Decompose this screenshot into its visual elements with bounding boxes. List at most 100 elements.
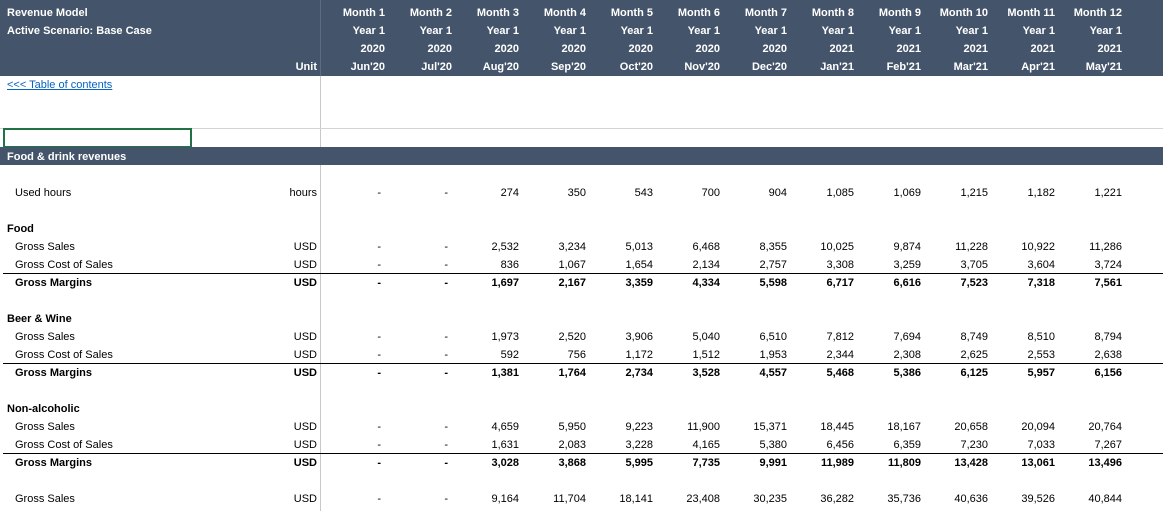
cell-value: 4,659: [491, 421, 519, 433]
cell-value: 11,704: [553, 493, 586, 505]
cell-value: 11,228: [955, 241, 988, 253]
cell-value: 3,906: [625, 331, 653, 343]
cell-value: -: [377, 187, 381, 199]
cell-value: 5,386: [893, 367, 921, 379]
cell-value: 18,167: [887, 421, 921, 433]
cell-value: 5,013: [625, 241, 653, 253]
row-label: Gross Cost of Sales: [15, 439, 113, 451]
month-header: Year 1: [553, 25, 586, 37]
cell-value: -: [377, 331, 381, 343]
cell-value: 4,165: [692, 439, 720, 451]
month-header: Month 12: [1073, 7, 1122, 19]
section-title: Food & drink revenues: [7, 151, 127, 163]
selected-cell: [3, 128, 192, 148]
month-header: Year 1: [888, 25, 921, 37]
row-unit: USD: [293, 331, 317, 343]
cell-value: -: [377, 241, 381, 253]
cell-value: 1,069: [893, 187, 921, 199]
month-header: Year 1: [687, 25, 720, 37]
cell-value: -: [377, 349, 381, 361]
cell-value: 2,734: [625, 367, 653, 379]
cell-value: 2,625: [960, 349, 988, 361]
month-header: 2021: [1097, 43, 1122, 55]
cell-value: 8,794: [1094, 331, 1122, 343]
cell-value: 20,658: [954, 421, 988, 433]
cell-value: 2,167: [558, 277, 586, 289]
toc-link[interactable]: <<< Table of contents: [7, 79, 113, 91]
row-label: Used hours: [15, 187, 72, 199]
cell-value: 9,223: [625, 421, 653, 433]
cell-value: 700: [701, 187, 720, 199]
cell-value: 1,215: [960, 187, 988, 199]
cell-value: 7,735: [692, 457, 720, 469]
cell-value: 2,134: [692, 259, 720, 271]
cell-value: 7,230: [960, 439, 988, 451]
month-header: Dec'20: [751, 61, 787, 73]
cell-value: -: [444, 421, 448, 433]
cell-value: -: [444, 367, 448, 379]
cell-value: 9,991: [759, 457, 787, 469]
month-header: Month 1: [342, 7, 385, 19]
month-header: 2020: [494, 43, 519, 55]
cell-value: -: [377, 457, 381, 469]
cell-value: 756: [567, 349, 586, 361]
row-unit: USD: [293, 349, 317, 361]
cell-value: 6,510: [759, 331, 787, 343]
cell-value: 6,125: [960, 367, 988, 379]
cell-value: -: [444, 457, 448, 469]
header-divider: [320, 0, 321, 76]
cell-value: 274: [500, 187, 519, 199]
cell-value: 5,950: [558, 421, 586, 433]
cell-value: 904: [768, 187, 787, 199]
month-header: Jul'20: [421, 61, 452, 73]
cell-value: 4,334: [692, 277, 720, 289]
month-header: Month 4: [543, 7, 586, 19]
cell-value: 2,083: [558, 439, 586, 451]
month-header: Year 1: [821, 25, 854, 37]
cell-value: 1,221: [1094, 187, 1122, 199]
cell-value: 13,061: [1021, 457, 1055, 469]
cell-value: 6,616: [893, 277, 921, 289]
total-rule: [3, 363, 1163, 364]
month-header: Year 1: [620, 25, 653, 37]
cell-value: 8,510: [1027, 331, 1055, 343]
cell-value: 2,638: [1094, 349, 1122, 361]
cell-value: 30,235: [753, 493, 787, 505]
row-unit: USD: [293, 493, 317, 505]
cell-value: 2,757: [759, 259, 787, 271]
month-header: 2020: [561, 43, 586, 55]
cell-value: 7,267: [1094, 439, 1122, 451]
cell-value: 20,094: [1021, 421, 1055, 433]
cell-value: 7,318: [1027, 277, 1055, 289]
cell-value: 1,085: [826, 187, 854, 199]
month-header: Apr'21: [1021, 61, 1055, 73]
row-unit: USD: [293, 241, 317, 253]
cell-value: 3,705: [960, 259, 988, 271]
total-rule: [3, 453, 1163, 454]
month-header: 2020: [427, 43, 452, 55]
cell-value: -: [444, 349, 448, 361]
cell-value: -: [377, 439, 381, 451]
cell-value: 2,532: [491, 241, 519, 253]
month-header: 2021: [1030, 43, 1055, 55]
row-unit: USD: [293, 259, 317, 271]
cell-value: 20,764: [1088, 421, 1122, 433]
cell-value: 39,526: [1021, 493, 1055, 505]
month-header: Year 1: [955, 25, 988, 37]
cell-value: 1,182: [1027, 187, 1055, 199]
month-header: Mar'21: [953, 61, 988, 73]
cell-value: 3,359: [625, 277, 653, 289]
cell-value: 7,694: [893, 331, 921, 343]
month-header: Year 1: [486, 25, 519, 37]
cell-value: 1,512: [692, 349, 720, 361]
cell-value: 13,496: [1088, 457, 1122, 469]
cell-value: 35,736: [887, 493, 921, 505]
month-header: May'21: [1085, 61, 1122, 73]
cell-value: 1,172: [625, 349, 653, 361]
cell-value: 6,468: [692, 241, 720, 253]
cell-value: 11,809: [887, 457, 921, 469]
cell-value: 10,025: [820, 241, 854, 253]
cell-value: 3,028: [491, 457, 519, 469]
